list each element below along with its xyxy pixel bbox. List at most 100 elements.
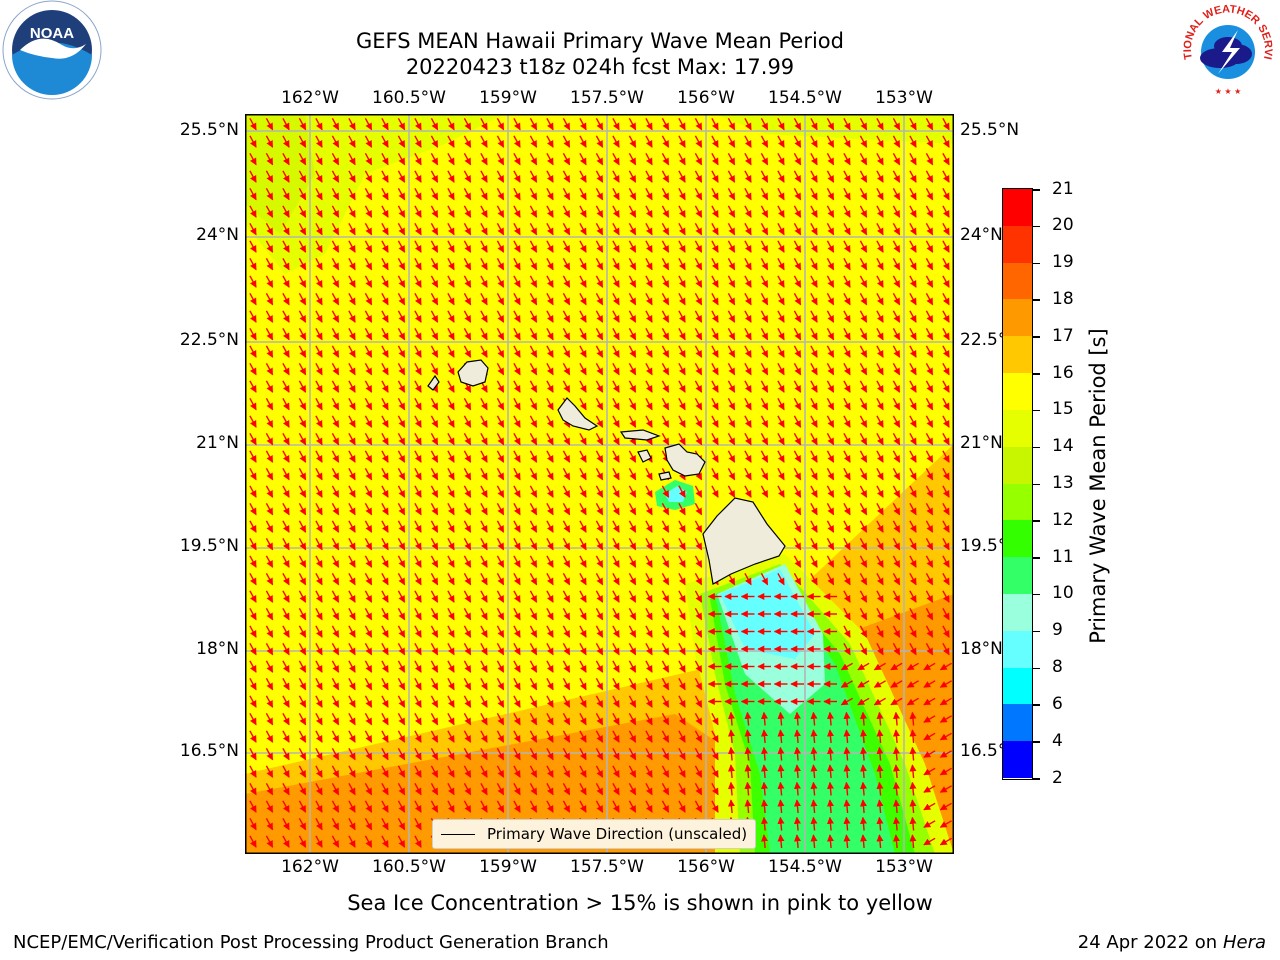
wave-arrow: [925, 135, 934, 148]
wave-arrow: [414, 170, 422, 183]
wave-arrow: [793, 170, 802, 183]
wave-arrow: [810, 170, 818, 183]
wave-arrow: [315, 187, 323, 201]
wave-arrow: [760, 310, 769, 323]
wave-arrow: [595, 170, 604, 183]
wave-arrow: [381, 117, 389, 131]
wave-arrow: [942, 135, 950, 148]
wave-arrow: [876, 362, 884, 376]
wave-arrow: [562, 205, 571, 218]
wave-arrow: [381, 135, 389, 148]
wave-arrow: [942, 170, 950, 183]
wave-arrow: [777, 275, 785, 288]
wave-arrow: [430, 397, 439, 411]
wave-arrow: [513, 292, 521, 306]
lon-label-top-2: 160.5°W: [372, 88, 446, 108]
wave-arrow: [331, 380, 340, 393]
wave-arrow: [331, 257, 340, 271]
wave-arrow: [529, 240, 538, 253]
wave-arrow: [661, 380, 670, 393]
wave-arrow: [546, 257, 554, 271]
wave-arrow: [661, 205, 670, 218]
wave-arrow: [562, 345, 571, 358]
wave-arrow: [447, 205, 455, 218]
wave-arrow: [447, 187, 455, 201]
graticule: [245, 114, 954, 854]
colorbar-tick-mark: [1033, 483, 1040, 485]
wave-arrow: [942, 292, 950, 306]
wave-arrow: [612, 397, 620, 411]
wave-arrow: [579, 345, 587, 358]
lon-label-top-1: 162°W: [281, 88, 339, 108]
wave-arrow: [678, 362, 686, 376]
wave-arrow: [843, 362, 851, 376]
wave-arrow: [546, 170, 554, 183]
wave-arrow: [661, 345, 670, 358]
wave-arrow: [265, 380, 274, 393]
wave-arrow: [859, 152, 868, 166]
wave-arrow: [909, 327, 917, 341]
wave-arrow: [777, 380, 785, 393]
wave-arrow: [529, 292, 538, 306]
wave-arrow: [876, 310, 884, 323]
wave-arrow: [744, 222, 752, 236]
wave-arrow: [447, 292, 455, 306]
wave-arrow: [793, 327, 802, 341]
wave-arrow: [744, 117, 752, 131]
wave-arrow: [562, 222, 571, 236]
wave-arrow: [496, 275, 505, 288]
wave-arrow: [546, 117, 554, 131]
wave-arrow: [579, 187, 587, 201]
wave-arrow: [496, 257, 505, 271]
wave-arrow: [463, 222, 472, 236]
colorbar-tick-label: 6: [1052, 693, 1063, 714]
wave-arrow: [414, 222, 422, 236]
colorbar-segment: [1003, 630, 1032, 669]
wave-arrow: [727, 222, 736, 236]
wave-arrow: [810, 397, 818, 411]
wave-arrow: [513, 380, 521, 393]
wave-arrow: [579, 327, 587, 341]
wave-arrow: [348, 275, 356, 288]
wave-arrow: [546, 292, 554, 306]
wave-arrow: [546, 380, 554, 393]
wave-arrow: [282, 380, 290, 393]
wave-arrow: [298, 170, 307, 183]
wave-arrow: [694, 222, 703, 236]
colorbar-tick-label: 10: [1052, 583, 1074, 604]
wave-arrow: [562, 187, 571, 201]
wave-arrow: [909, 257, 917, 271]
colorbar-segment: [1003, 336, 1032, 374]
wave-arrow: [298, 152, 307, 166]
wave-arrow: [744, 257, 752, 271]
wave-arrow: [447, 275, 455, 288]
colorbar-tick-label: 13: [1052, 473, 1074, 493]
wave-arrow: [925, 380, 934, 393]
wave-arrow: [348, 222, 356, 236]
wave-arrow: [529, 187, 538, 201]
island-kahoolawe: [658, 471, 672, 481]
wave-arrow: [925, 257, 934, 271]
wave-arrow: [496, 310, 505, 323]
wave-arrow: [595, 292, 604, 306]
wave-arrow: [463, 257, 472, 271]
wave-arrow: [579, 170, 587, 183]
wave-arrow: [810, 380, 818, 393]
wave-arrow: [381, 327, 389, 341]
wave-arrow: [513, 152, 521, 166]
wave-arrow: [546, 187, 554, 201]
wave-arrow: [727, 397, 736, 411]
wave-arrow: [678, 152, 686, 166]
wave-arrow: [628, 310, 637, 323]
wave-period-map: [245, 114, 954, 854]
wave-arrow: [612, 275, 620, 288]
wave-arrow: [463, 275, 472, 288]
wave-arrow: [892, 380, 901, 393]
wave-arrow: [942, 240, 950, 253]
wave-arrow: [331, 117, 340, 131]
wave-arrow: [496, 205, 505, 218]
wave-arrow: [282, 152, 290, 166]
wave-arrow: [348, 205, 356, 218]
wave-arrow: [628, 187, 637, 201]
wave-arrow: [364, 187, 373, 201]
